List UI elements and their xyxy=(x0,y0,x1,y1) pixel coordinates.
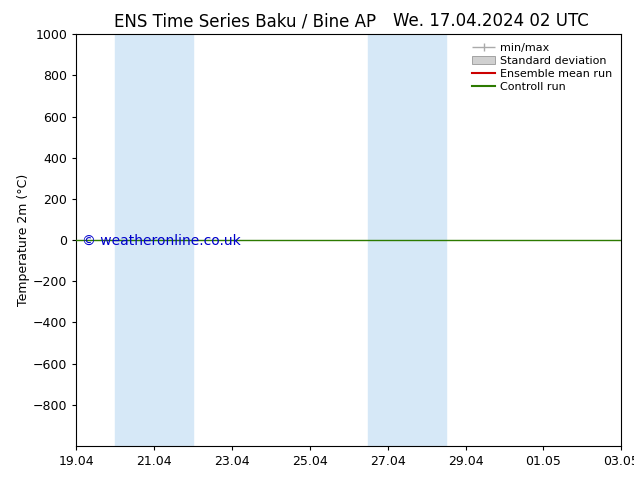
Bar xyxy=(368,34,446,446)
Text: ENS Time Series Baku / Bine AP: ENS Time Series Baku / Bine AP xyxy=(114,12,376,30)
Y-axis label: Temperature 2m (°C): Temperature 2m (°C) xyxy=(16,174,30,306)
Text: We. 17.04.2024 02 UTC: We. 17.04.2024 02 UTC xyxy=(393,12,589,30)
Text: © weatheronline.co.uk: © weatheronline.co.uk xyxy=(82,234,240,248)
Legend: min/max, Standard deviation, Ensemble mean run, Controll run: min/max, Standard deviation, Ensemble me… xyxy=(469,40,616,95)
Bar xyxy=(115,34,193,446)
